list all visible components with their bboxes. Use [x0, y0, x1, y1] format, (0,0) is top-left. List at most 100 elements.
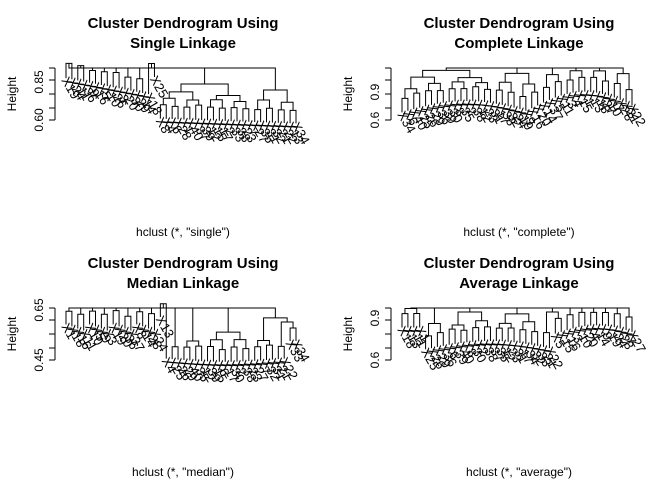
dendrogram-branch	[422, 307, 471, 313]
leaf-label: X1	[176, 115, 197, 136]
dendrogram-branch	[566, 314, 574, 331]
dendrogram-branch	[65, 62, 73, 80]
dendrogram-branch	[616, 307, 630, 317]
leaf-label: X2	[229, 358, 250, 379]
dendrogram-branch	[425, 335, 432, 350]
dendrogram-branch	[404, 307, 418, 314]
dendrogram-branch	[498, 322, 512, 329]
dendrogram-branch	[215, 331, 241, 340]
leaf-label: X1	[58, 320, 79, 341]
dendrogram-branch	[428, 82, 441, 91]
dendrogram-branch	[209, 339, 223, 350]
dendrogram-branch	[183, 106, 191, 120]
leaf-label: X8	[447, 97, 468, 118]
dendrogram-branch	[410, 307, 435, 324]
leaf-label: X7	[607, 94, 628, 115]
leaf-label: X3	[565, 324, 586, 345]
dendrogram-branch	[422, 69, 471, 78]
dendrogram-panel-2: Cluster Dendrogram Using Complete Linkage…	[341, 15, 649, 239]
dendrogram-branch	[551, 307, 576, 312]
leaf-label: X5	[94, 81, 115, 102]
dendrogram-branch	[413, 312, 421, 328]
dendrogram-panel-1: Cluster Dendrogram Using Single Linkage 0.…	[5, 15, 313, 239]
dendrogram-branch	[516, 307, 565, 314]
dendrogram-branch	[136, 78, 144, 93]
dendrogram-branch	[472, 86, 480, 102]
leaf-label: X8	[129, 320, 150, 341]
dendrogram-branch	[186, 99, 200, 108]
leaf-label: X2	[471, 337, 492, 358]
dendrogram-branch	[484, 88, 491, 103]
dendrogram-branch	[475, 320, 489, 328]
dendrogram-branch	[569, 70, 583, 81]
dendrogram-branch	[77, 65, 85, 82]
y-tick-label: 0.9	[368, 309, 382, 326]
dendrogram-branch	[139, 63, 153, 79]
chart-title-line2: Complete Linkage	[454, 35, 583, 52]
dendrogram-branch	[436, 90, 444, 104]
leaf-label: X9	[82, 79, 103, 100]
dendrogram-branch	[159, 303, 167, 359]
dendrogram-branch	[545, 311, 559, 333]
x-axis-title: hclust (*, "average")	[466, 465, 572, 479]
dendrogram-branch	[124, 315, 132, 331]
dendrogram-branch	[590, 76, 598, 93]
dendrogram-branch	[599, 67, 624, 74]
y-tick-label: 0.85	[32, 70, 46, 94]
leaf-label: X6	[165, 115, 186, 136]
y-tick-label: 0.60	[32, 108, 46, 132]
dendrogram-branch	[100, 313, 108, 331]
dendrogram-branch	[543, 86, 550, 103]
dendrogram-branch	[522, 83, 536, 97]
leaf-label: X4	[159, 115, 180, 136]
dendrogram-branch	[115, 307, 129, 317]
dendrogram-branch	[263, 317, 288, 341]
leaf-label: X4	[583, 322, 604, 343]
dendrogram-branch	[522, 321, 536, 332]
leaf-label: X7	[241, 118, 262, 139]
dendrogram-branch	[277, 345, 285, 360]
dendrogram-branch	[475, 82, 489, 90]
chart-title-line1: Cluster Dendrogram Using	[88, 15, 279, 32]
dendrogram-branch	[139, 307, 153, 314]
leaf-label: X3	[100, 327, 121, 348]
dendrogram-branch	[254, 346, 262, 361]
dendrogram-branch	[498, 81, 512, 93]
dendrogram-branch	[230, 107, 238, 122]
y-axis-title: Height	[5, 316, 19, 351]
dendrogram-branch	[545, 74, 559, 88]
leaf-label: X6	[442, 341, 463, 362]
dendrogram-branch	[472, 327, 480, 342]
dendrogram-branch	[551, 67, 577, 75]
dendrogram-branch	[531, 331, 539, 346]
x-axis-title: hclust (*, "complete")	[463, 225, 574, 239]
leaf-label: X3	[560, 90, 581, 111]
dendrogram-panel-3: Cluster Dendrogram Using Median Linkage 0.…	[5, 255, 313, 479]
leaf-label: X9	[518, 107, 539, 128]
dendrogram-branch	[451, 324, 465, 331]
x-axis-title: hclust (*, "median")	[132, 465, 234, 479]
leaf-label: X4	[159, 355, 180, 376]
dendrogram-branch	[280, 101, 294, 111]
chart-title-line1: Cluster Dendrogram Using	[424, 255, 615, 272]
dendrogram-branch	[554, 81, 562, 98]
y-axis-title: Height	[5, 76, 19, 111]
dendrogram-branch	[613, 313, 621, 329]
dendrogram-branch	[289, 109, 297, 124]
leaf-label: X4	[565, 89, 586, 110]
dendrogram-branch	[186, 340, 200, 348]
leaf-label: X5	[548, 94, 569, 115]
dendrogram-branch	[616, 73, 630, 90]
dendrogram-branch	[554, 317, 562, 334]
dendrogram-branch	[157, 307, 276, 318]
leaf-label: X5	[548, 330, 569, 351]
leaf-label: X8	[153, 115, 174, 136]
dendrogram-branch	[215, 95, 241, 102]
leaf-label: X1	[577, 88, 598, 109]
chart-title-line1: Cluster Dendrogram Using	[88, 255, 279, 272]
chart-title-line2: Single Linkage	[130, 35, 236, 52]
leaf-label: X2	[218, 117, 239, 138]
dendrogram-branch	[92, 67, 105, 72]
dendrogram-branch	[602, 311, 609, 327]
dendrogram-branch	[457, 311, 483, 326]
